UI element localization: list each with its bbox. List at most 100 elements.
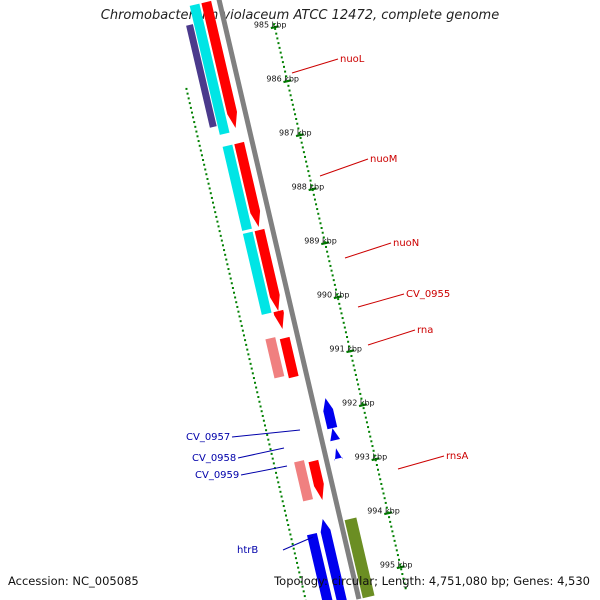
scale-dot [390, 525, 393, 528]
scale-dot [298, 132, 301, 135]
outer-dot [262, 419, 265, 422]
outer-dot [227, 268, 230, 271]
scale-dot [359, 392, 362, 395]
outer-dot [292, 547, 295, 550]
cds-nuoL[interactable] [201, 0, 237, 128]
outer-dot [269, 448, 272, 451]
cds-rnsA[interactable] [308, 459, 324, 500]
tick-label: 988 kbp [292, 182, 325, 191]
outer-dot [230, 282, 233, 285]
scale-dot [297, 127, 300, 130]
cds-CV_0959[interactable] [334, 448, 343, 462]
scale-dot [360, 397, 363, 400]
outer-dot [233, 291, 236, 294]
outer-dot [254, 381, 257, 384]
outer-dot [287, 523, 290, 526]
gene-label-nuom[interactable]: nuoM [370, 154, 397, 165]
gene-label-rnsa[interactable]: rnsA [446, 451, 468, 462]
outer-dot [303, 595, 306, 598]
scale-dot [395, 549, 398, 552]
scale-dot [402, 577, 405, 580]
outer-dot [272, 462, 275, 465]
scale-dot [398, 558, 401, 561]
outer-dot [229, 277, 232, 280]
tick-label: 986 kbp [266, 74, 299, 83]
cds-htrB-2[interactable] [307, 533, 334, 600]
outer-dot [281, 500, 284, 503]
scale-dot [323, 241, 326, 244]
feature-track[interactable] [186, 0, 375, 600]
gene-label-cv_0955[interactable]: CV_0955 [406, 289, 450, 300]
gene-label-nuol[interactable]: nuoL [340, 54, 365, 65]
scale-dot [358, 388, 361, 391]
outer-dot [301, 585, 304, 588]
gene-track-nuoN[interactable] [242, 231, 272, 315]
outer-dot [245, 343, 248, 346]
scale-dot [379, 478, 382, 481]
gene-label-leader [231, 429, 301, 438]
scale-dot [337, 298, 340, 301]
outer-dot [239, 320, 242, 323]
tick-label: 994 kbp [367, 506, 400, 515]
scale-dot [288, 89, 291, 92]
outer-dot [297, 566, 300, 569]
scale-dot [282, 65, 285, 68]
scale-dot [281, 61, 284, 64]
outer-dot [282, 505, 285, 508]
cds-CV_0955[interactable] [273, 309, 284, 329]
outer-dot [234, 296, 237, 299]
gene-label-leader [237, 447, 285, 459]
gene-label-cv_0957[interactable]: CV_0957 [186, 432, 230, 443]
outer-dot [259, 405, 262, 408]
cds-CV_0957[interactable] [323, 398, 338, 430]
scale-dot [393, 539, 396, 542]
scale-dot [375, 464, 378, 467]
scale-dot [315, 203, 318, 206]
outer-dot [261, 414, 264, 417]
outer-dot [256, 391, 259, 394]
cds-rna[interactable] [279, 336, 299, 379]
outer-dot [219, 234, 222, 237]
scale-dot [320, 227, 323, 230]
scale-dot [280, 56, 283, 59]
scale-dot [279, 51, 282, 54]
outer-dot [188, 102, 191, 105]
scale-dot [329, 264, 332, 267]
gene-label-htrb[interactable]: htrB [237, 545, 258, 556]
scale-dot [274, 27, 277, 30]
scale-dot [373, 454, 376, 457]
scale-dot [385, 506, 388, 509]
outer-dot [221, 244, 224, 247]
scale-dot [322, 236, 325, 239]
gene-label-rna[interactable]: rna [417, 325, 433, 336]
scale-dot [392, 535, 395, 538]
scale-dot [370, 440, 373, 443]
outer-dot [193, 121, 196, 124]
scale-dot [381, 487, 384, 490]
scale-dot [308, 174, 311, 177]
scale-dot [312, 193, 315, 196]
gene-label-nuon[interactable]: nuoN [393, 238, 419, 249]
scale-dot [284, 70, 287, 73]
scale-dot [357, 383, 360, 386]
gene-label-cv_0959[interactable]: CV_0959 [195, 470, 239, 481]
cds-CV_0958[interactable] [330, 428, 340, 442]
cds-htrB[interactable] [320, 519, 348, 600]
rna-rna[interactable] [265, 337, 285, 379]
gene-track-nuoL[interactable] [189, 3, 230, 135]
gene-track-dark[interactable] [186, 24, 217, 128]
scale-dot [354, 373, 357, 376]
tick-label: 985 kbp [254, 20, 287, 29]
cds-nuoN[interactable] [254, 228, 280, 311]
gene-track-nuoM[interactable] [222, 144, 252, 231]
cds-nuoM[interactable] [234, 141, 261, 227]
outer-dot [190, 111, 193, 114]
outer-dot [276, 476, 279, 479]
gene-label-cv_0958[interactable]: CV_0958 [192, 453, 236, 464]
rna-rnsA[interactable] [294, 460, 313, 502]
tick-label: 995 kbp [380, 560, 413, 569]
outer-dot [294, 557, 297, 560]
gene-track-htrB[interactable] [344, 517, 375, 599]
scale-dot [278, 46, 281, 49]
